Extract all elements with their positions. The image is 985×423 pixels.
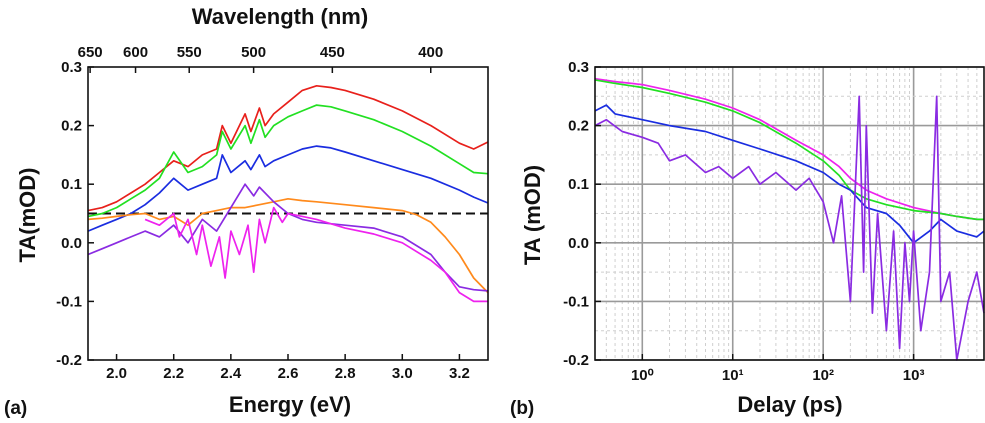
series-line-4	[594, 95, 985, 361]
x-tick-label: 10³	[903, 367, 925, 384]
x-tick-label: 2.6	[278, 365, 299, 382]
panel-b-x-axis-label: Delay (ps)	[737, 392, 842, 417]
top-tick-label: 650	[78, 44, 103, 61]
panel-b-x-ticks: 10⁰ 10¹ 10² 10³	[631, 354, 925, 384]
x-tick-label: 10¹	[722, 367, 744, 384]
y-tick-label: 0.0	[61, 235, 82, 252]
series-line-1	[594, 77, 984, 221]
y-tick-label: 0.1	[61, 176, 82, 193]
top-tick-label: 550	[177, 44, 202, 61]
x-tick-label: 10⁰	[631, 367, 654, 384]
panel-a-series	[87, 84, 489, 303]
y-tick-label: 0.2	[568, 118, 589, 135]
series-line-6	[144, 206, 488, 303]
panel-a-top-axis-label: Wavelength (nm)	[192, 4, 368, 29]
series-line-1	[87, 84, 489, 212]
x-tick-label: 3.2	[449, 365, 470, 382]
series-line-3	[87, 145, 489, 232]
top-tick-label: 400	[418, 44, 443, 61]
panel-b: 10⁰ 10¹ 10² 10³ -0.2 -0.1 0.0 0.1 0.2 0.3 Delay …	[510, 59, 985, 419]
y-tick-label: 0.1	[568, 176, 589, 193]
y-tick-label: 0.3	[61, 59, 82, 76]
y-tick-label: -0.1	[56, 293, 82, 310]
panel-b-label: (b)	[510, 398, 534, 419]
panel-b-grid	[594, 66, 984, 361]
x-tick-label: 2.0	[106, 365, 127, 382]
x-tick-label: 2.2	[163, 365, 184, 382]
y-tick-label: 0.3	[568, 59, 589, 76]
series-line-2	[87, 104, 489, 218]
series-line-2	[594, 79, 984, 221]
panel-a-y-ticks: -0.2 -0.1 0.0 0.1 0.2 0.3	[56, 59, 94, 369]
panel-b-y-ticks: -0.2 -0.1 0.0 0.1 0.2 0.3	[563, 59, 601, 369]
series-line-5	[87, 183, 489, 292]
x-tick-label: 2.8	[335, 365, 356, 382]
panel-a-top-ticks: 650 600 550 500 450 400	[78, 44, 443, 73]
y-tick-label: -0.2	[56, 352, 82, 369]
panel-b-series	[594, 77, 985, 361]
y-tick-label: -0.2	[563, 352, 589, 369]
x-tick-label: 2.4	[220, 365, 242, 382]
panel-a-label: (a)	[4, 398, 27, 419]
panel-a: 2.0 2.2 2.4 2.6 2.8 3.0 3.2 -0.2 -0.1 0.0 0.1 0.2 0…	[4, 4, 489, 419]
top-tick-label: 600	[123, 44, 148, 61]
panel-a-y-axis-label: TA(mOD)	[15, 168, 40, 263]
x-tick-label: 10²	[812, 367, 834, 384]
panel-b-frame	[594, 66, 985, 361]
series-line-3	[594, 104, 985, 244]
panel-a-x-axis-label: Energy (eV)	[229, 392, 351, 417]
panel-b-y-axis-label: TA (mOD)	[520, 165, 545, 265]
top-tick-label: 450	[320, 44, 345, 61]
x-tick-label: 3.0	[392, 365, 413, 382]
y-tick-label: -0.1	[563, 293, 589, 310]
top-tick-label: 500	[241, 44, 266, 61]
series-line-4	[87, 197, 489, 294]
panel-a-x-ticks: 2.0 2.2 2.4 2.6 2.8 3.0 3.2	[106, 354, 470, 382]
y-tick-label: 0.2	[61, 118, 82, 135]
y-tick-label: 0.0	[568, 235, 589, 252]
